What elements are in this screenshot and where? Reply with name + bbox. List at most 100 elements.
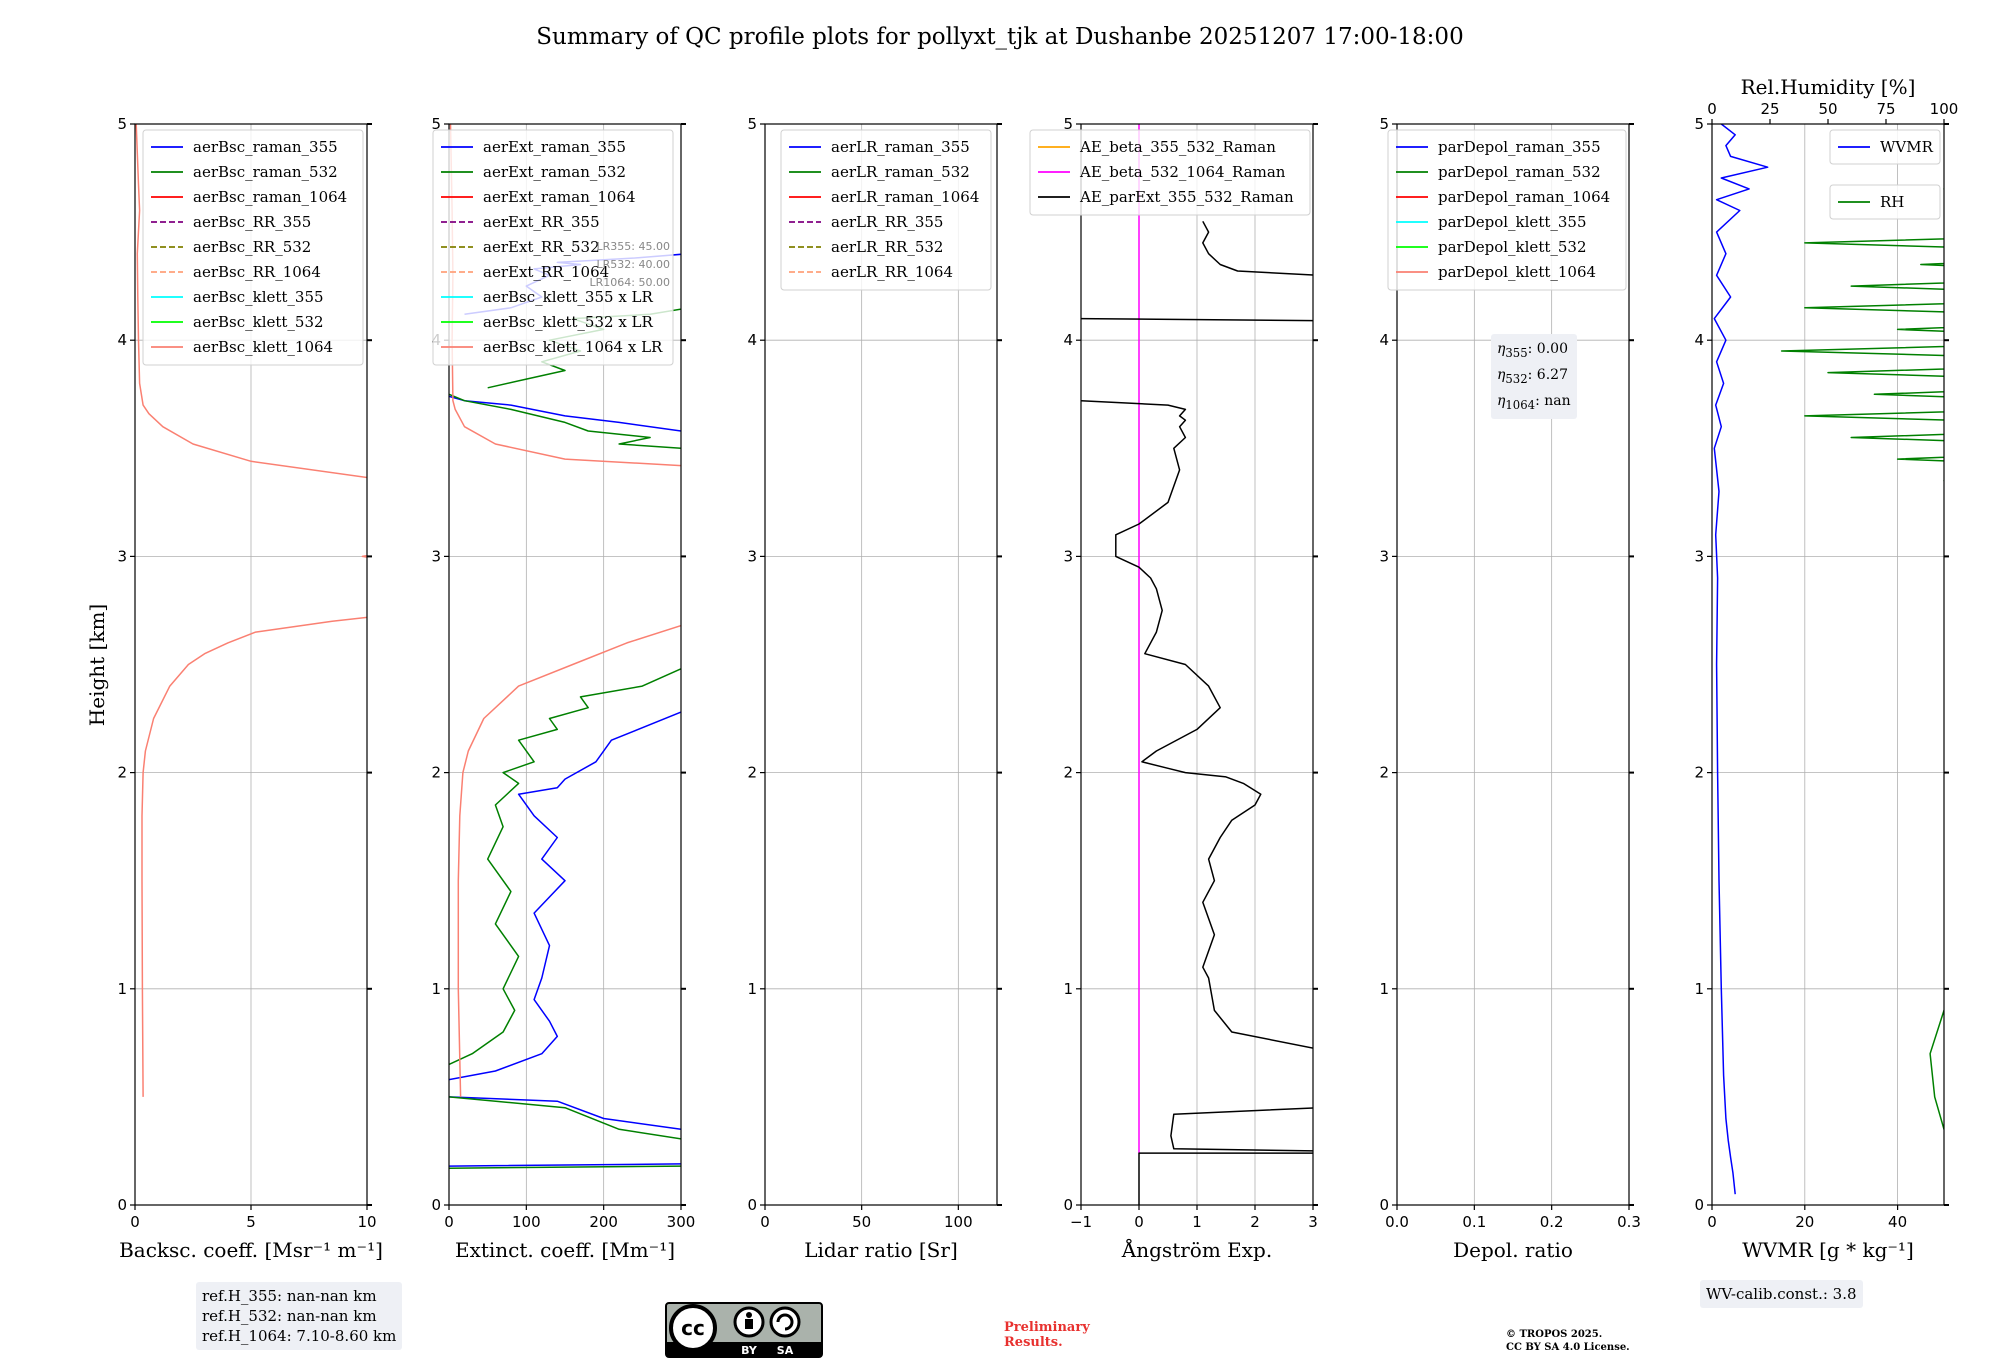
x-tick-label: 20 xyxy=(1795,1213,1814,1231)
legend-entry: aerBsc_klett_1064 x LR xyxy=(483,338,663,356)
axes-frame xyxy=(1711,123,1945,1206)
legend-entry: aerBsc_RR_1064 xyxy=(193,263,321,281)
y-tick-label: 1 xyxy=(431,980,441,998)
series-WVMR xyxy=(1713,124,1769,1195)
y-tick-label: 4 xyxy=(1694,331,1704,349)
x-tick-label: 0.2 xyxy=(1540,1213,1564,1231)
x-tick-label: 1 xyxy=(1192,1213,1202,1231)
legend: aerExt_raman_355 aerExt_raman_532 aerExt_r… xyxy=(432,129,674,366)
legend-entry: aerExt_raman_355 xyxy=(483,138,626,156)
refh-355: ref.H_355: nan-nan km xyxy=(202,1287,377,1305)
top-x-tick-label: 75 xyxy=(1876,100,1895,118)
legend-entry: AE_beta_532_1064_Raman xyxy=(1079,163,1286,181)
legend: WVMR RH xyxy=(1829,129,1941,220)
copyright-line-2: CC BY SA 4.0 License. xyxy=(1506,1342,1630,1353)
legend-entry: aerBsc_klett_532 x LR xyxy=(483,313,654,331)
lr-annotation: LR355: 45.00 xyxy=(597,240,670,253)
axes-frame xyxy=(448,123,682,1206)
legend-entry: aerBsc_klett_532 xyxy=(193,313,324,331)
panel-depol: 0 1 2 3 4 5 0.0 0.1 0.2 0.3 Depol. ratio parDepol_r… xyxy=(1379,115,1640,1262)
eta-532: η532: 6.27 xyxy=(1497,366,1568,386)
x-axis-label: WVMR [g * kg⁻¹] xyxy=(1742,1238,1914,1262)
x-tick-label: 0.1 xyxy=(1462,1213,1486,1231)
reference-height-box: ref.H_355: nan-nan km ref.H_532: nan-nan… xyxy=(196,1282,403,1350)
legend: parDepol_raman_355 parDepol_raman_532 parD… xyxy=(1387,129,1627,291)
y-tick-label: 3 xyxy=(117,547,127,565)
legend-entry: aerLR_RR_355 xyxy=(831,213,943,231)
figure-title: Summary of QC profile plots for pollyxt_… xyxy=(536,24,1463,50)
y-tick-label: 0 xyxy=(1379,1196,1389,1214)
legend-entry: aerExt_RR_355 xyxy=(483,213,600,231)
legend: aerBsc_raman_355 aerBsc_raman_532 aerBsc_r… xyxy=(142,129,364,366)
legend-entry: parDepol_raman_1064 xyxy=(1438,188,1610,206)
x-tick-label: 3 xyxy=(1308,1213,1318,1231)
legend-entry: AE_parExt_355_532_Raman xyxy=(1079,188,1294,206)
share-alike-icon xyxy=(769,1306,801,1338)
legend-entry: aerBsc_raman_355 xyxy=(193,138,338,156)
y-tick-label: 5 xyxy=(117,115,127,133)
preliminary-notice: Preliminary Results. xyxy=(1004,1320,1090,1350)
x-tick-label: 0 xyxy=(130,1213,140,1231)
y-tick-label: 2 xyxy=(117,764,127,782)
y-tick-label: 0 xyxy=(1063,1196,1073,1214)
y-tick-label: 1 xyxy=(1694,980,1704,998)
eta-1064-value: : nan xyxy=(1535,392,1571,409)
cc-logo-sa-text: SA xyxy=(777,1344,794,1357)
y-tick-label: 0 xyxy=(747,1196,757,1214)
x-tick-label: 0 xyxy=(444,1213,454,1231)
x-tick-label: 10 xyxy=(357,1213,376,1231)
y-tick-label: 2 xyxy=(1063,764,1073,782)
legend-entry: aerBsc_klett_1064 xyxy=(193,338,333,356)
cc-circle-icon xyxy=(669,1304,717,1352)
cc-logo-by-text: BY xyxy=(741,1344,758,1357)
x-axis-label: Extinct. coeff. [Mm⁻¹] xyxy=(455,1238,675,1262)
y-tick-label: 3 xyxy=(431,547,441,565)
x-tick-label: 0 xyxy=(1134,1213,1144,1231)
y-tick-label: 4 xyxy=(747,331,757,349)
x-tick-label: 0 xyxy=(1707,1213,1717,1231)
refh-1064: ref.H_1064: 7.10-8.60 km xyxy=(202,1327,397,1345)
eta-1064: η1064: nan xyxy=(1497,392,1571,412)
legend-entry: aerLR_raman_355 xyxy=(831,138,970,156)
y-tick-label: 4 xyxy=(1063,331,1073,349)
y-tick-label: 4 xyxy=(1379,331,1389,349)
y-tick-label: 0 xyxy=(431,1196,441,1214)
x-axis-label: Lidar ratio [Sr] xyxy=(804,1238,958,1262)
legend: aerLR_raman_355 aerLR_raman_532 aerLR_rama… xyxy=(780,129,992,291)
y-tick-label: 0 xyxy=(117,1196,127,1214)
eta-355-sub: 355 xyxy=(1505,345,1528,360)
eta-532-sub: 532 xyxy=(1505,371,1528,386)
y-tick-label: 2 xyxy=(431,764,441,782)
legend-entry: parDepol_raman_355 xyxy=(1438,138,1601,156)
legend-entry: aerBsc_raman_1064 xyxy=(193,188,347,206)
y-tick-label: 5 xyxy=(1694,115,1704,133)
x-axis-label: Ångström Exp. xyxy=(1121,1237,1272,1262)
legend: AE_beta_355_532_Raman AE_beta_532_1064_Ra… xyxy=(1029,129,1311,216)
legend-entry: AE_beta_355_532_Raman xyxy=(1079,138,1276,156)
y-tick-label: 1 xyxy=(1063,980,1073,998)
legend-entry: parDepol_raman_532 xyxy=(1438,163,1601,181)
series-aerExt_raman_532 xyxy=(449,308,681,1169)
y-tick-label: 5 xyxy=(747,115,757,133)
eta-box: η355: 0.00 η532: 6.27 η1064: nan xyxy=(1491,334,1577,420)
legend-entry: aerLR_raman_1064 xyxy=(831,188,979,206)
shared-y-axis-label: Height [km] xyxy=(85,604,109,726)
series-RH xyxy=(1780,188,1944,1131)
series-aerExt_raman_355 xyxy=(449,253,681,1167)
x-tick-label: 0.0 xyxy=(1385,1213,1409,1231)
x-axis-label: Backsc. coeff. [Msr⁻¹ m⁻¹] xyxy=(119,1238,383,1262)
x-axis-label: Depol. ratio xyxy=(1453,1238,1573,1262)
y-tick-label: 3 xyxy=(1694,547,1704,565)
y-tick-label: 1 xyxy=(747,980,757,998)
legend-entry: parDepol_klett_1064 xyxy=(1438,263,1596,281)
x-tick-label: 300 xyxy=(667,1213,696,1231)
top-x-tick-label: 100 xyxy=(1930,100,1959,118)
legend-entry: aerExt_raman_532 xyxy=(483,163,626,181)
refh-532: ref.H_532: nan-nan km xyxy=(202,1307,377,1325)
top-x-axis-label: Rel.Humidity [%] xyxy=(1741,75,1916,99)
x-tick-label: 2 xyxy=(1250,1213,1260,1231)
legend-entry: aerBsc_raman_532 xyxy=(193,163,338,181)
x-tick-label: 0 xyxy=(760,1213,770,1231)
